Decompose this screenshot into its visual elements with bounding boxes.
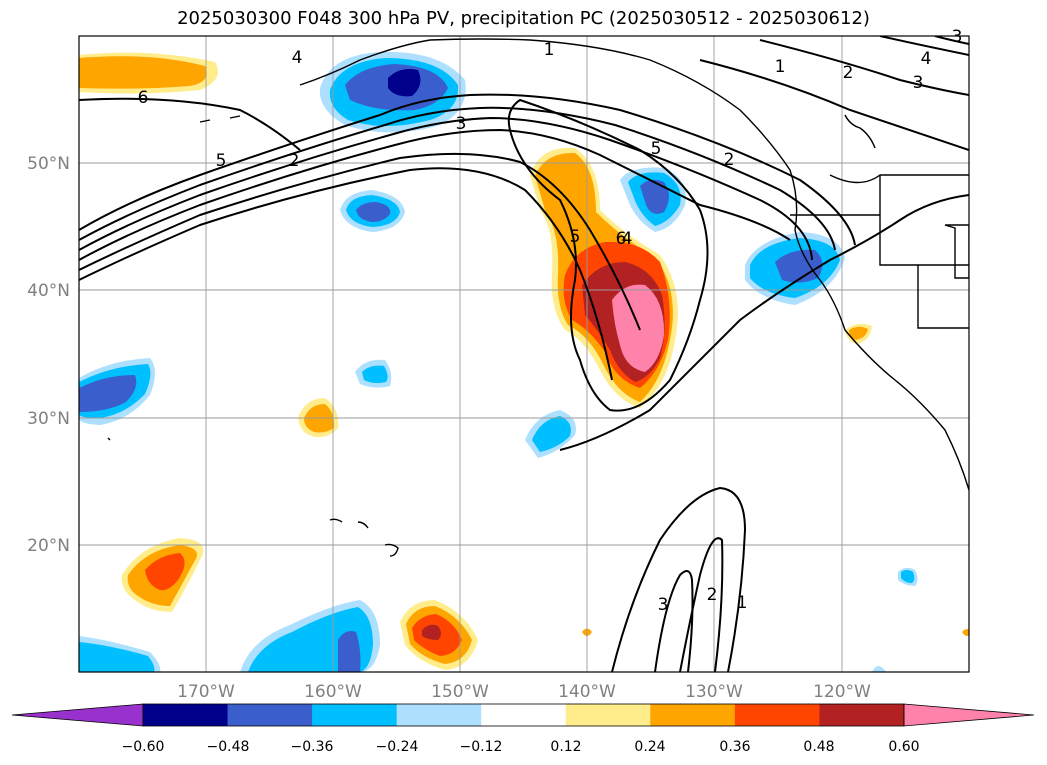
colorbar-segment <box>565 704 651 726</box>
coastlines <box>107 38 969 557</box>
colorbar-frame <box>142 703 905 727</box>
pv-contours <box>79 36 969 672</box>
colorbar-tick: 0.60 <box>888 739 919 755</box>
colorbar-tick: −0.24 <box>376 739 419 755</box>
lat-label-20n: 20°N <box>27 536 70 556</box>
colorbar <box>11 703 1035 727</box>
contour-label: 2 <box>724 150 735 170</box>
lon-label-140w: 140°W <box>558 682 616 702</box>
contour-label: 4 <box>622 229 633 249</box>
precipitation-shading <box>79 51 969 672</box>
lat-label-30n: 30°N <box>27 409 70 429</box>
contour-label: 6 <box>138 88 149 108</box>
lat-label-50n: 50°N <box>27 154 70 174</box>
contour-label: 2 <box>707 585 718 605</box>
map-title: 2025030300 F048 300 hPa PV, precipitatio… <box>177 8 870 29</box>
lon-label-150w: 150°W <box>431 682 489 702</box>
contour-label: 2 <box>843 63 854 83</box>
lon-label-160w: 160°W <box>304 682 362 702</box>
contour-label: 1 <box>775 57 786 77</box>
lat-label-40n: 40°N <box>27 281 70 301</box>
contour-label: 4 <box>921 49 932 69</box>
colorbar-segment <box>481 704 567 726</box>
colorbar-tick: −0.36 <box>291 739 334 755</box>
contour-label: 3 <box>658 595 669 615</box>
contour-label: 1 <box>544 40 555 60</box>
contour-label: 4 <box>292 48 303 68</box>
colorbar-tick: 0.12 <box>550 739 581 755</box>
contour-label: 3 <box>456 114 467 134</box>
lon-label-120w: 120°W <box>813 682 871 702</box>
contour-label: 3 <box>913 73 924 93</box>
map-frame <box>78 35 970 673</box>
colorbar-extend-low <box>11 703 144 727</box>
colorbar-tick-labels: −0.60 −0.48 −0.36 −0.24 −0.12 0.12 0.24 … <box>122 739 920 755</box>
contour-label: 5 <box>570 227 581 247</box>
lon-label-170w: 170°W <box>177 682 235 702</box>
colorbar-segment <box>143 704 229 726</box>
colorbar-segment <box>819 704 905 726</box>
colorbar-tick: −0.60 <box>122 739 165 755</box>
contour-label: 2 <box>289 151 300 171</box>
colorbar-extend-high <box>903 703 1035 727</box>
colorbar-segment <box>396 704 482 726</box>
contour-label: 3 <box>952 27 963 47</box>
contour-label: 5 <box>216 151 227 171</box>
colorbar-segment <box>734 704 820 726</box>
colorbar-segment <box>312 704 398 726</box>
contour-label: 1 <box>737 593 748 613</box>
contour-label: 6 <box>616 229 627 249</box>
colorbar-tick: 0.48 <box>803 739 834 755</box>
contour-label: 5 <box>651 139 662 159</box>
colorbar-segment <box>650 704 736 726</box>
colorbar-tick: 0.24 <box>634 739 665 755</box>
colorbar-segment <box>227 704 313 726</box>
colorbar-tick: −0.12 <box>460 739 503 755</box>
colorbar-tick: −0.48 <box>207 739 250 755</box>
colorbar-tick: 0.36 <box>719 739 750 755</box>
lon-label-130w: 130°W <box>685 682 743 702</box>
